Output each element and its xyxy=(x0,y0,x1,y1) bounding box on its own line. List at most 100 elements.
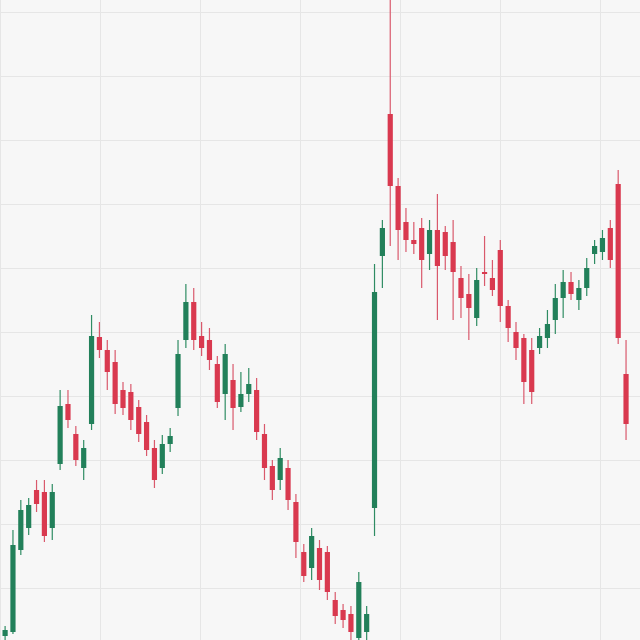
candle-body-down xyxy=(623,374,629,424)
candle-body-up xyxy=(379,228,385,256)
candle xyxy=(324,546,330,600)
candle-body-down xyxy=(615,184,621,338)
candle-body-down xyxy=(450,242,456,272)
candle xyxy=(403,208,409,252)
candle xyxy=(395,178,401,260)
candle xyxy=(143,415,150,456)
candle xyxy=(199,322,205,356)
candle xyxy=(560,270,566,318)
candle xyxy=(387,0,393,246)
candle-body-down xyxy=(568,282,574,294)
candle-body-down xyxy=(458,278,464,298)
candle-body-up xyxy=(81,448,87,468)
candle xyxy=(73,426,79,466)
candle xyxy=(615,170,621,344)
candle xyxy=(81,440,87,480)
candle xyxy=(206,328,213,370)
candle xyxy=(159,435,165,474)
candle xyxy=(552,284,558,334)
candle xyxy=(623,340,629,440)
candle xyxy=(246,368,252,402)
candle-body-down xyxy=(112,362,118,404)
candle-body-down xyxy=(65,404,71,420)
candle xyxy=(18,500,24,555)
candle-body-down xyxy=(395,186,401,230)
candle-body-down xyxy=(466,294,472,308)
candle-body-up xyxy=(474,280,480,318)
candle-body-down xyxy=(293,502,299,542)
candle xyxy=(513,322,519,360)
candle-body-down xyxy=(529,350,535,392)
candle xyxy=(426,220,433,270)
candle-body-up xyxy=(552,298,558,320)
candle-body-up xyxy=(536,336,543,348)
candle-body-up xyxy=(584,268,590,288)
candle-body-up xyxy=(592,246,598,254)
candle-body-up xyxy=(599,238,606,252)
candle xyxy=(41,480,47,542)
candle-body-down xyxy=(41,492,47,536)
candle-body-down xyxy=(136,407,142,434)
candle-body-down xyxy=(387,114,393,186)
candle-body-down xyxy=(505,306,511,328)
candle-body-down xyxy=(434,230,440,266)
candle xyxy=(10,530,16,634)
candle-body-up xyxy=(175,354,181,408)
candle xyxy=(411,222,417,254)
candle-body-down xyxy=(206,340,213,360)
candle xyxy=(521,334,527,404)
candle-body-down xyxy=(607,228,613,260)
candle-body-down xyxy=(285,468,291,500)
candle xyxy=(584,258,590,296)
candle-body-down xyxy=(324,552,330,592)
candle xyxy=(544,310,551,348)
candle-body-up xyxy=(18,510,24,550)
candle xyxy=(568,272,574,300)
candle xyxy=(529,338,535,404)
candle-body-down xyxy=(489,278,496,290)
candle-body-up xyxy=(26,505,32,528)
candle-body-up xyxy=(49,492,55,528)
candle xyxy=(458,266,464,318)
candle xyxy=(309,528,315,580)
candle-body-down xyxy=(73,434,79,460)
candle xyxy=(285,460,291,510)
candle xyxy=(49,484,55,540)
candle-body-down xyxy=(269,466,275,490)
candle-body-down xyxy=(214,364,220,402)
candle xyxy=(371,264,378,536)
candle xyxy=(26,498,32,535)
candle-body-down xyxy=(199,336,205,348)
candle xyxy=(151,440,158,488)
candle xyxy=(120,382,126,415)
candle xyxy=(175,340,181,416)
candle xyxy=(65,390,71,428)
candle-body-up xyxy=(159,444,165,468)
candle xyxy=(96,322,103,358)
candle xyxy=(183,284,189,348)
candle-body-down xyxy=(33,490,40,504)
candle xyxy=(191,288,197,350)
candle-body-up xyxy=(560,282,566,298)
candle xyxy=(419,218,425,288)
candle-body-up xyxy=(167,436,173,444)
candle-body-down xyxy=(96,337,103,350)
candle xyxy=(88,315,95,430)
candles xyxy=(2,0,629,640)
candle xyxy=(261,424,268,480)
candle xyxy=(364,606,370,640)
candle-body-up xyxy=(2,630,8,636)
candle-body-down xyxy=(261,434,268,468)
candle xyxy=(332,592,338,624)
candle xyxy=(277,448,283,490)
candle-body-down xyxy=(301,552,307,576)
candle-body-down xyxy=(151,448,158,480)
candle-body-down xyxy=(332,600,338,616)
candle xyxy=(607,220,613,268)
candle xyxy=(254,378,260,440)
candle-body-up xyxy=(277,458,283,480)
candle xyxy=(128,384,134,430)
candle xyxy=(269,460,275,500)
candle-body-down xyxy=(481,272,488,274)
